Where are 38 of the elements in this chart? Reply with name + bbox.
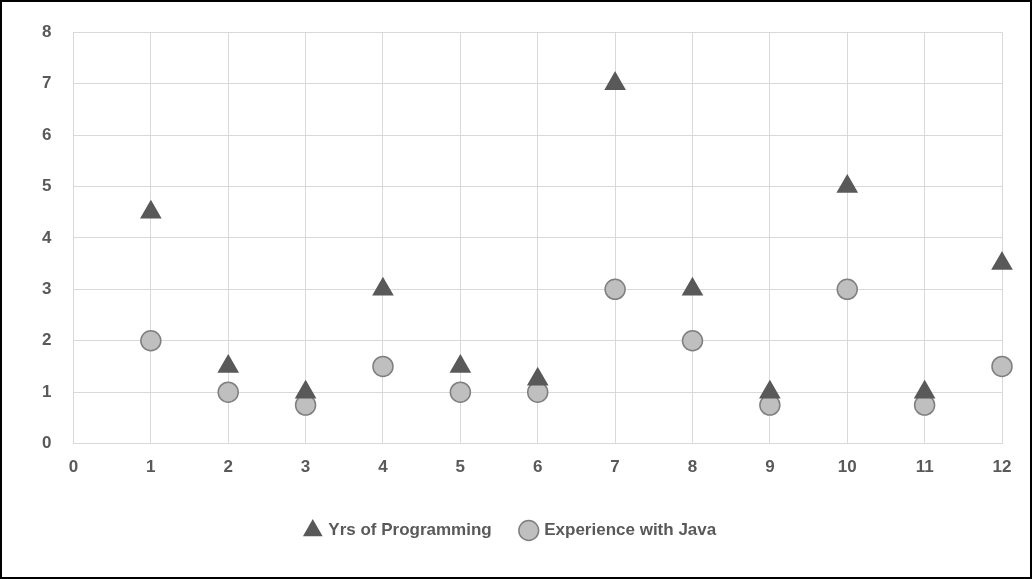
point (681, 330, 704, 352)
y-tick-label: 1 (41, 381, 52, 401)
y-tick-label: 2 (41, 330, 52, 350)
point (449, 381, 472, 403)
x-tick-label: 10 (837, 457, 857, 477)
point (140, 330, 162, 352)
legend-label: Experience with Java (544, 520, 717, 540)
point (604, 71, 626, 90)
x-tick-label: 6 (532, 457, 543, 477)
x-tick-label: 11 (915, 457, 934, 477)
x-tick-label: 3 (300, 457, 311, 477)
y-tick-label: 5 (41, 176, 52, 196)
x-tick-label: 12 (992, 457, 1012, 477)
y-tick-label: 7 (41, 73, 52, 93)
point (836, 174, 858, 193)
point (836, 278, 858, 301)
x-tick-label: 4 (378, 457, 389, 477)
legend-label: Yrs of Programming (328, 520, 492, 540)
point (991, 251, 1013, 270)
point (682, 277, 703, 296)
x-tick-label: 5 (455, 457, 466, 477)
x-tick-label: 1 (146, 457, 156, 477)
y-tick-label: 6 (41, 124, 52, 144)
x-tick-label: 9 (765, 457, 775, 477)
x-tick-label: 8 (687, 457, 698, 477)
point (140, 200, 162, 219)
point (604, 278, 626, 301)
point (991, 355, 1013, 378)
y-tick-label: 8 (41, 21, 52, 41)
y-tick-label: 4 (41, 227, 52, 247)
x-tick-label: 2 (223, 457, 233, 477)
point (372, 277, 394, 296)
point (372, 355, 394, 378)
x-tick-label: 7 (610, 457, 620, 477)
y-tick-label: 0 (41, 433, 52, 453)
x-tick-label: 0 (68, 457, 79, 477)
point (217, 381, 239, 403)
y-tick-label: 3 (41, 279, 52, 299)
